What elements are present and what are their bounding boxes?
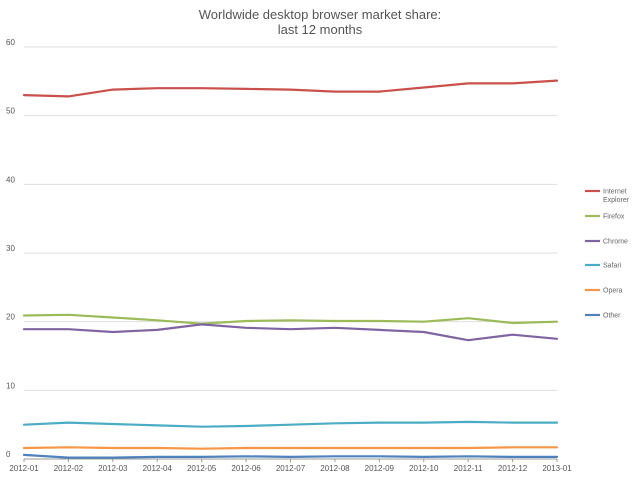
grid (24, 46, 557, 460)
x-tick-label: 2012-07 (276, 464, 306, 473)
x-tick-label: 2012-02 (54, 464, 84, 473)
y-tick-label: 40 (6, 175, 15, 184)
series-line-other (22, 453, 559, 459)
x-tick-label: 2012-10 (409, 464, 439, 473)
x-tick-label: 2012-12 (498, 464, 528, 473)
chart-subtitle: last 12 months (278, 22, 363, 37)
x-tick-label: 2012-08 (320, 464, 350, 473)
series-lines (22, 79, 559, 459)
y-tick-label: 10 (6, 381, 15, 390)
legend-label: Other (603, 313, 621, 320)
x-tick-label: 2012-05 (187, 464, 217, 473)
series-line-internet-explorer (22, 79, 559, 98)
x-tick-label: 2012-11 (454, 464, 483, 473)
legend-label: Firefox (603, 214, 625, 221)
y-tick-label: 0 (6, 450, 11, 459)
legend-label: Opera (603, 288, 623, 295)
x-tick-label: 2012-09 (365, 464, 395, 473)
series-line-safari (22, 420, 559, 428)
y-axis: 0 10 20 30 40 50 60 (6, 38, 15, 459)
x-tick-label: 2012-03 (98, 464, 128, 473)
legend-label: Explorer (603, 197, 630, 204)
x-tick-label: 2012-06 (231, 464, 261, 473)
x-axis: 2012-01 2012-02 2012-03 2012-04 2012-05 2012-… (9, 459, 572, 473)
y-tick-label: 20 (6, 313, 15, 322)
x-tick-label: 2013-01 (542, 464, 572, 473)
legend-label: Safari (603, 263, 622, 270)
legend-label: Internet (603, 189, 627, 196)
y-tick-label: 60 (6, 38, 15, 47)
legend-label: Chrome (603, 239, 628, 246)
series-line-opera (22, 446, 559, 450)
y-tick-label: 30 (6, 244, 15, 253)
series-line-firefox (22, 313, 559, 325)
chart-title: Worldwide desktop browser market share: (199, 7, 442, 22)
series-line-chrome (22, 323, 559, 342)
y-tick-label: 50 (6, 107, 15, 116)
x-tick-label: 2012-01 (9, 464, 39, 473)
x-tick-label: 2012-04 (143, 464, 173, 473)
